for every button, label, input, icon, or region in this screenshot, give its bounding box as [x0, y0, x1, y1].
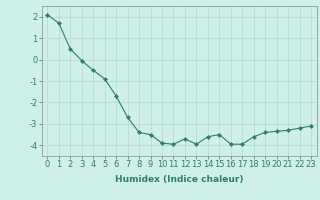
X-axis label: Humidex (Indice chaleur): Humidex (Indice chaleur)	[115, 175, 244, 184]
